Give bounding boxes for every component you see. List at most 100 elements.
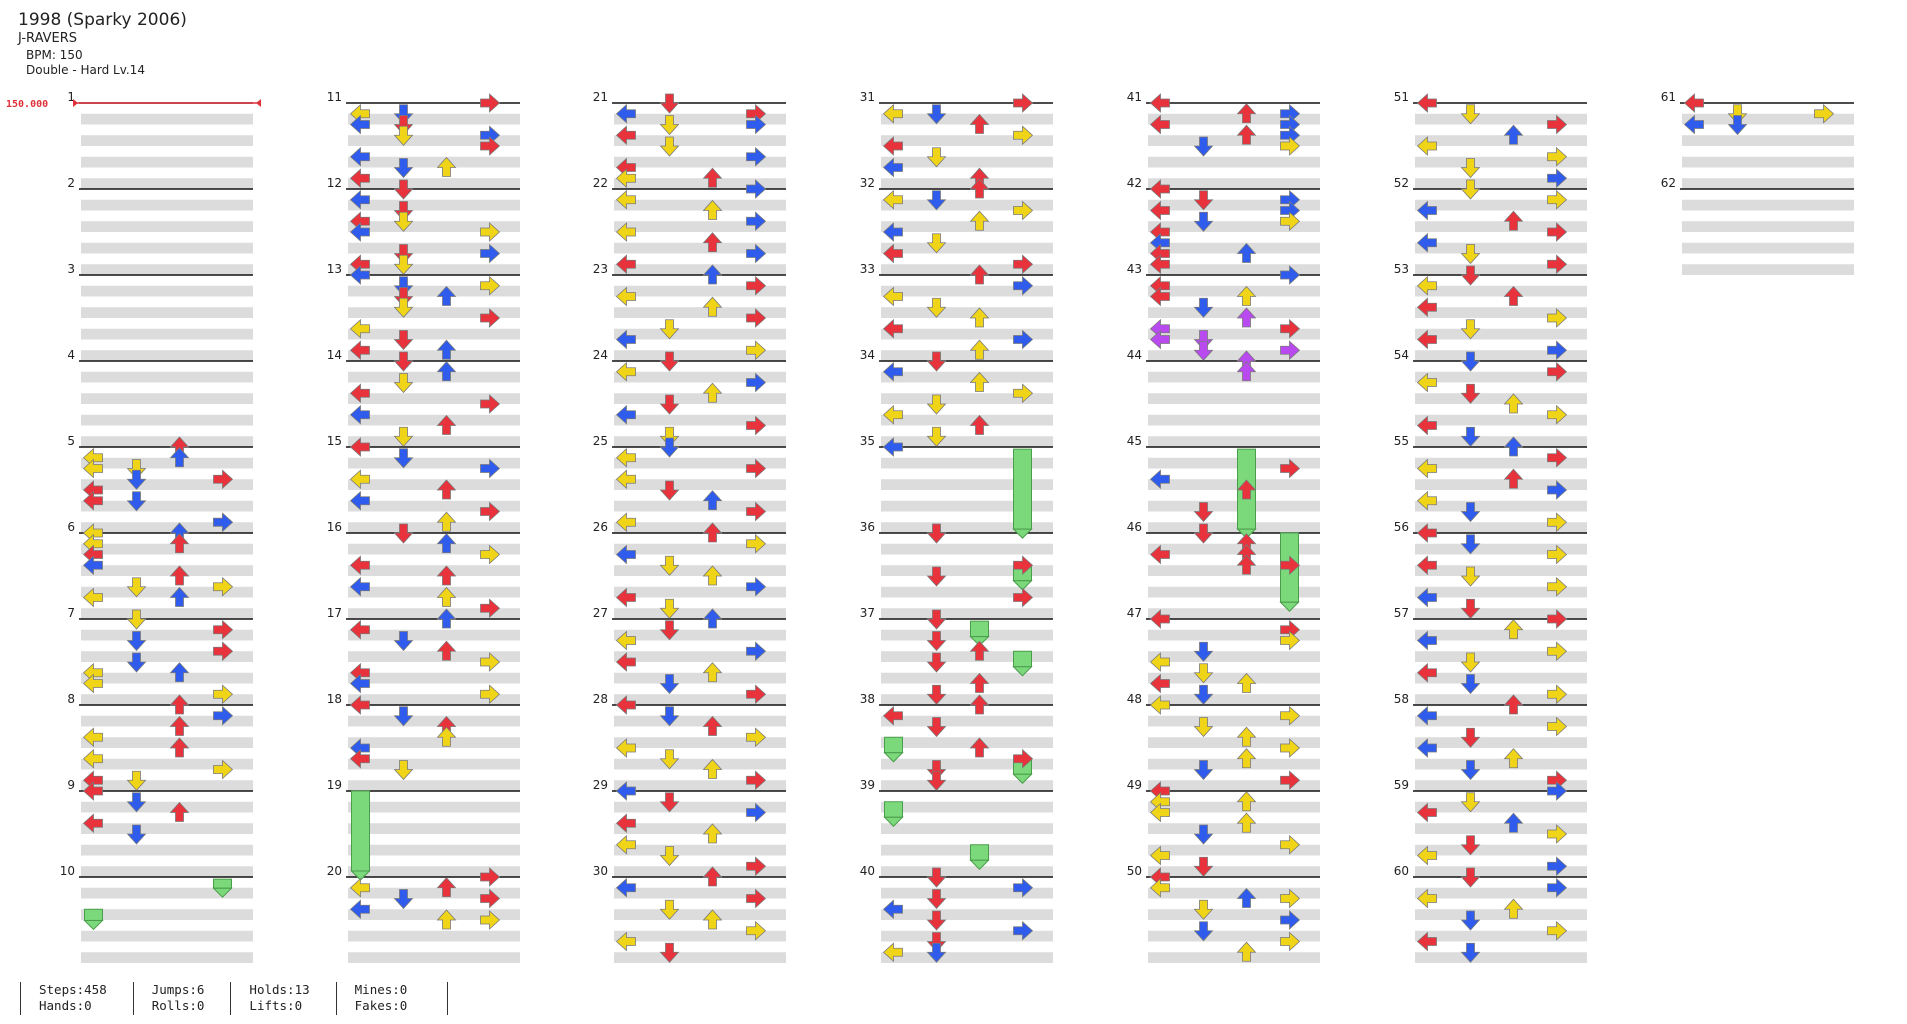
left-arrow-icon [615, 168, 636, 189]
arrow-shape [349, 265, 370, 285]
arrow-shape [1149, 286, 1170, 307]
beat-stripe [348, 178, 520, 189]
arrow-shape [615, 125, 636, 146]
down-arrow-icon [126, 824, 147, 845]
left-arrow-icon [1416, 705, 1437, 726]
right-arrow-icon [1280, 910, 1301, 930]
beat-stripe [348, 608, 520, 619]
beat-stripe [1148, 328, 1320, 340]
down-arrow-icon [1193, 340, 1214, 361]
beat-stripe [348, 844, 520, 856]
beat-stripe [348, 780, 520, 791]
beat-stripe [348, 457, 520, 469]
beat-stripe [81, 479, 253, 490]
hold-tail [1279, 601, 1300, 612]
arrow-shape [1193, 523, 1214, 544]
right-arrow-icon [480, 136, 501, 156]
beat-stripe [81, 543, 253, 555]
arrow-shape [746, 727, 767, 748]
arrow-shape [659, 319, 680, 340]
left-arrow-icon [349, 318, 370, 339]
right-arrow-icon [1547, 146, 1568, 167]
arrow-shape [926, 932, 947, 953]
arrow-shape [702, 565, 723, 586]
up-arrow-icon [169, 737, 190, 758]
left-arrow-icon [349, 189, 370, 210]
left-arrow-icon [882, 189, 903, 210]
hold-body [970, 620, 989, 638]
beat-stripe [881, 414, 1053, 426]
arrow-shape [926, 717, 947, 738]
right-arrow-icon [1547, 254, 1568, 275]
measure-number: 8 [67, 692, 75, 706]
arrow-shape [349, 340, 370, 361]
right-arrow-icon [746, 856, 767, 877]
beat-stripe [1415, 737, 1587, 748]
arrow-shape [746, 501, 767, 522]
beat-stripe [881, 586, 1053, 598]
beat-stripe [1148, 801, 1320, 813]
right-arrow-icon [1013, 555, 1034, 576]
beat-stripe [1148, 887, 1320, 899]
arrow-shape [702, 296, 723, 317]
arrow-shape [1416, 931, 1437, 952]
left-arrow-icon [882, 942, 903, 963]
left-arrow-icon [882, 222, 903, 242]
beat-stripe [81, 930, 253, 942]
arrow-shape [126, 770, 147, 791]
song-difficulty: Double - Hard Lv.14 [26, 62, 145, 77]
right-arrow-icon [746, 211, 767, 232]
arrow-shape [969, 371, 990, 392]
up-arrow-icon [1503, 898, 1524, 919]
beat-stripe [1148, 930, 1320, 942]
down-arrow-icon [393, 201, 414, 222]
arrow-shape [746, 146, 767, 167]
song-header: 1998 (Sparky 2006) J-RAVERS BPM: 150 Dou… [18, 10, 187, 78]
left-arrow-icon [1416, 738, 1437, 758]
down-arrow-icon [393, 158, 414, 179]
beat-stripe [881, 479, 1053, 490]
beat-stripe [881, 780, 1053, 791]
left-arrow-icon [1149, 802, 1170, 823]
arrow-shape [969, 307, 990, 328]
measure-number: 32 [860, 176, 875, 190]
beat-stripe [614, 758, 786, 770]
down-arrow-icon [393, 244, 414, 265]
arrow-shape [926, 770, 947, 791]
down-arrow-icon [1460, 598, 1481, 619]
arrow-shape [1416, 329, 1437, 350]
arrow-shape [1149, 609, 1170, 629]
beat-stripe [1148, 264, 1320, 275]
measure-number: 19 [327, 778, 342, 792]
arrow-shape [393, 287, 414, 308]
right-arrow-icon [1280, 211, 1301, 232]
arrow-shape [659, 115, 680, 136]
arrow-shape [1416, 232, 1437, 253]
arrow-shape [926, 394, 947, 415]
down-arrow-icon [1460, 426, 1481, 447]
beat-stripe [614, 350, 786, 361]
right-arrow-icon [480, 867, 501, 887]
hold-body [884, 801, 903, 818]
arrow-shape [480, 544, 501, 565]
left-arrow-icon [1416, 555, 1437, 576]
hold-body [351, 790, 370, 872]
down-arrow-icon [926, 609, 947, 630]
arrow-shape [480, 684, 501, 705]
beat-stripe [614, 629, 786, 641]
left-arrow-icon [349, 695, 370, 715]
beat-stripe [881, 522, 1053, 533]
arrow-shape [393, 201, 414, 222]
arrow-shape [969, 640, 990, 661]
measure-number: 25 [593, 434, 608, 448]
arrow-shape [1460, 792, 1481, 813]
arrow-shape [1193, 330, 1214, 351]
beat-stripe [348, 307, 520, 318]
chart-stats: Steps:458 Hands:0 Jumps:6 Rolls:0 Holds:… [20, 982, 449, 1015]
arrow-shape [1460, 760, 1481, 781]
beat-stripe [1415, 780, 1587, 791]
left-arrow-icon [882, 361, 903, 382]
arrow-shape [1416, 458, 1437, 479]
arrow-shape [1193, 717, 1214, 738]
arrow-shape [1149, 179, 1170, 199]
